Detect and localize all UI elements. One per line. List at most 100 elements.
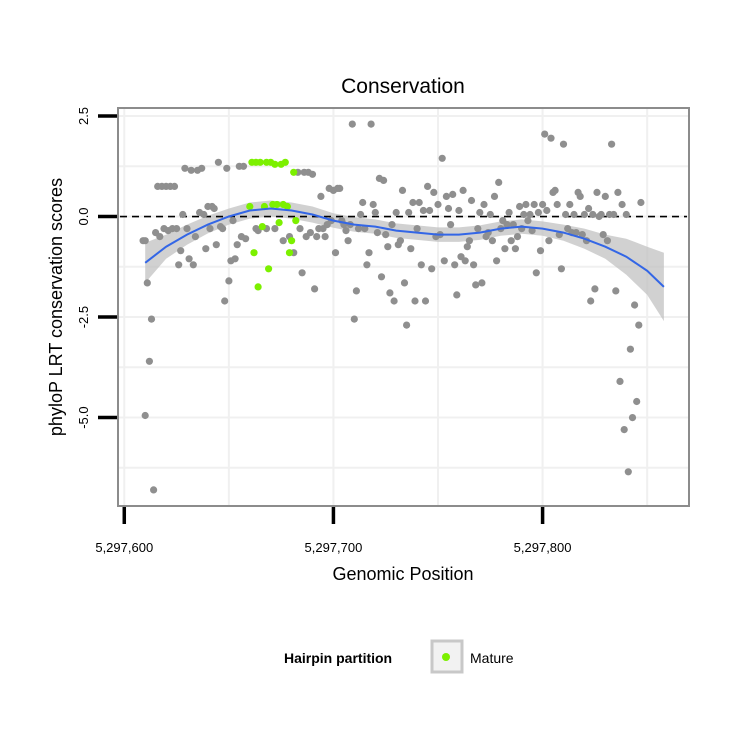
data-point-mature-12 (271, 160, 279, 168)
data-point-background-140 (465, 237, 473, 245)
data-point-background-159 (505, 208, 513, 217)
data-point-background-110 (403, 321, 411, 329)
data-point-background-30 (200, 210, 208, 219)
data-point-background-195 (580, 210, 589, 219)
data-point-background-200 (591, 285, 599, 293)
data-point-background-23 (185, 255, 193, 263)
data-point-background-114 (411, 297, 419, 305)
data-point-background-205 (601, 192, 609, 200)
legend-mature-dot (442, 653, 450, 661)
data-point-mature-21 (290, 168, 298, 176)
data-point-background-84 (348, 120, 356, 128)
data-point-background-219 (631, 301, 639, 309)
mature-points (246, 158, 300, 291)
data-point-mature-19 (285, 249, 294, 257)
data-point-background-220 (633, 397, 641, 406)
data-point-background-46 (233, 241, 241, 249)
data-point-background-191 (572, 229, 580, 237)
y-tick-label-1: 0.0 (76, 207, 91, 225)
data-point-background-122 (428, 265, 436, 273)
data-point-background-42 (225, 277, 233, 285)
data-point-background-87 (354, 225, 363, 233)
data-point-background-138 (461, 257, 469, 265)
data-point-background-132 (449, 190, 457, 198)
data-point-mature-17 (281, 158, 289, 166)
data-point-background-55 (279, 237, 287, 245)
data-point-background-166 (520, 210, 528, 219)
data-point-mature-2 (250, 249, 258, 257)
data-point-background-65 (308, 170, 317, 178)
data-point-background-5 (147, 315, 156, 323)
data-point-background-85 (350, 315, 358, 323)
data-point-background-20 (179, 210, 187, 219)
data-point-background-141 (467, 196, 476, 205)
data-point-mature-20 (288, 237, 296, 245)
x-tick-label-1: 5,297,700 (305, 540, 363, 555)
data-point-background-59 (296, 225, 304, 233)
data-point-background-190 (570, 210, 578, 219)
data-point-background-66 (311, 285, 319, 293)
data-point-background-49 (239, 162, 248, 170)
data-point-background-105 (392, 208, 400, 217)
data-point-mature-14 (275, 219, 283, 227)
data-point-background-125 (434, 200, 442, 209)
data-point-background-134 (453, 291, 461, 299)
data-point-background-163 (513, 233, 522, 241)
data-point-background-150 (486, 210, 494, 219)
background-points (139, 120, 645, 494)
data-point-background-131 (447, 221, 455, 229)
data-point-background-204 (599, 231, 607, 239)
data-point-background-167 (522, 200, 530, 209)
data-point-background-208 (608, 140, 616, 148)
data-point-background-81 (342, 227, 350, 235)
data-point-background-137 (459, 186, 467, 194)
data-point-mature-4 (254, 283, 262, 291)
data-point-background-144 (474, 225, 482, 233)
data-point-background-91 (363, 261, 371, 269)
data-point-background-214 (620, 426, 628, 434)
data-point-background-88 (357, 210, 365, 219)
data-point-background-127 (438, 154, 446, 162)
data-point-background-29 (198, 164, 206, 172)
data-point-background-152 (490, 192, 499, 200)
data-point-background-160 (507, 237, 515, 245)
data-point-mature-22 (292, 217, 300, 225)
data-point-background-18 (175, 261, 183, 269)
data-point-background-203 (597, 210, 605, 219)
data-point-background-173 (534, 208, 543, 217)
data-point-background-193 (576, 192, 584, 200)
data-point-background-197 (585, 204, 593, 213)
data-point-background-104 (390, 297, 398, 305)
data-point-background-60 (298, 269, 306, 277)
data-point-mature-5 (256, 158, 264, 166)
plot-panel (117, 107, 690, 507)
data-point-background-99 (380, 176, 388, 184)
data-point-background-102 (386, 289, 394, 297)
data-point-background-90 (361, 225, 369, 233)
x-tick-label-2: 5,297,800 (514, 540, 572, 555)
data-point-background-107 (396, 237, 404, 245)
data-point-background-113 (409, 198, 417, 207)
x-axis-label: Genomic Position (332, 564, 473, 584)
data-point-background-216 (624, 468, 632, 476)
legend: Hairpin partition Mature (284, 639, 514, 674)
data-point-background-95 (371, 208, 379, 217)
data-point-background-39 (219, 225, 227, 233)
data-point-background-168 (524, 217, 532, 225)
data-point-background-45 (231, 255, 239, 263)
y-axis-label: phyloP LRT conservation scores (46, 178, 66, 436)
data-point-background-35 (210, 204, 218, 213)
data-point-background-209 (610, 210, 618, 219)
data-point-background-217 (626, 345, 635, 353)
data-point-background-169 (526, 210, 534, 219)
y-axis: 2.5 0.0 -2.5 -5.0 (76, 107, 117, 429)
data-point-background-157 (501, 245, 509, 253)
chart-title: Conservation (341, 75, 465, 98)
data-point-background-54 (271, 225, 279, 233)
data-point-background-201 (593, 188, 601, 196)
plot-border (117, 107, 690, 507)
data-point-background-154 (495, 178, 503, 186)
data-point-background-108 (398, 186, 407, 194)
data-point-background-123 (430, 188, 438, 196)
